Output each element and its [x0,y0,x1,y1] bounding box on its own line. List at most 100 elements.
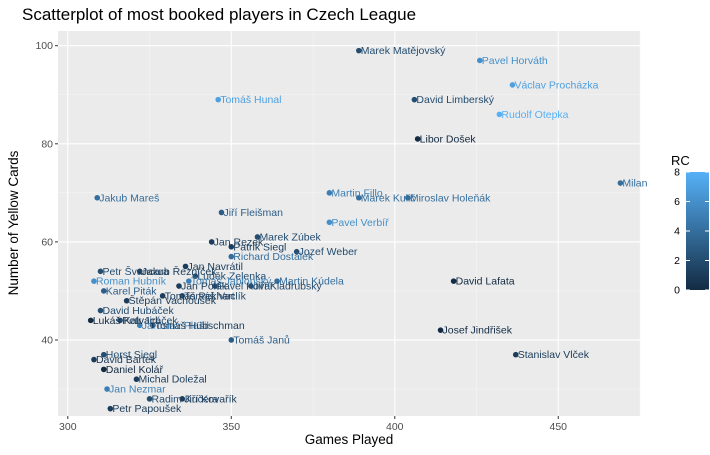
data-point [117,317,123,324]
data-point-label: Marek Kulič [361,192,416,204]
data-point-label: Karel Piták [106,285,158,297]
data-point [192,273,199,280]
data-point [87,317,94,324]
data-point [617,180,624,186]
x-axis-title: Games Played [305,432,394,447]
data-point [248,283,254,289]
data-point [228,337,235,343]
data-point [176,283,182,289]
y-axis-ticks: 40 60 80 100 [35,40,58,346]
data-point-label: Jan Polák [181,281,228,293]
data-point-label: Tomáš Vaclík [184,290,246,302]
data-point-label: Jiří Kovařík [184,393,237,405]
data-point-label: Radim Kučera [152,393,219,405]
data-point-label: Jakub Řezníček [142,265,217,278]
data-point [476,57,483,64]
data-point-label: Jakub Mareš [99,192,159,204]
data-point [254,234,261,240]
data-point [107,405,114,412]
data-point [159,293,166,299]
data-point-label: Štěpán Vachoušek [129,294,217,307]
data-point-label: Miroslav Holeňák [410,192,491,204]
data-point-label: Josef Jindřišek [443,325,513,337]
data-point-label: Tomáš Jablonský [191,276,272,288]
legend-tick-label: 2 [674,255,680,267]
data-point-label: Stanislav Vlček [518,349,590,361]
data-point [356,47,362,54]
data-point [123,297,130,304]
x-tick-label: 450 [549,421,567,433]
x-axis-ticks: 300 350 400 450 [59,416,567,433]
data-point [133,376,140,383]
data-point-label: Martin Kúdela [279,276,344,288]
data-point [91,356,97,363]
data-point [326,219,333,226]
data-point-label: David Bartek [96,354,157,366]
data-point-label: Michal Doležal [138,374,206,386]
data-point-label: Jaroslav Plašil [142,320,209,332]
chart-title: Scatterplot of most booked players in Cz… [22,5,416,24]
legend-tick-label: 4 [674,226,680,238]
data-point-label: Tomáš Hunal [220,94,281,106]
grid-major [58,31,640,416]
data-point [100,351,107,358]
y-tick-label: 80 [41,138,53,150]
data-point [150,322,156,329]
data-point [215,96,222,103]
data-point [356,194,362,201]
data-point-label: Tomáš Janů [233,334,290,346]
data-point [293,248,300,255]
data-point [97,268,104,275]
x-tick-label: 350 [223,421,241,433]
data-point-label: Libor Došek [420,133,477,145]
data-point [97,307,104,314]
data-point-label: Pavel Verbíř [331,217,389,229]
data-point [136,322,143,329]
y-tick-label: 100 [35,40,53,52]
data-point [437,327,444,333]
data-point-label: Jiří Kladrubský [253,281,323,293]
data-point-label: Tomáš Hübschman [155,320,245,332]
data-point [414,136,421,142]
data-point [182,263,189,270]
color-legend: RC 0 2 4 6 8 [671,153,709,297]
data-point [179,293,186,299]
legend-tick-label: 6 [674,196,680,208]
data-point-label: Rudolf Otepka [501,109,568,121]
data-point [100,366,107,373]
data-point-label: Jan Nezmar [109,384,166,396]
data-point [496,111,503,118]
data-point [100,288,107,294]
x-tick-label: 400 [386,421,404,433]
data-point [185,278,192,284]
data-point [411,96,418,103]
data-point-label: Richard Dostálek [233,251,314,263]
data-point-label: Lukáš Kalvach [93,315,161,327]
data-point-label: Milan [622,178,647,190]
data-point [208,239,215,245]
data-point-label: Pavel Kovář [217,281,274,293]
legend-title: RC [671,153,690,168]
data-point [326,190,333,196]
data-point-label: Daniel Kolář [106,364,164,376]
data-points [87,47,624,412]
data-point-label: David Limberský [416,94,494,106]
data-point [228,253,235,260]
legend-tick-label: 0 [674,285,680,297]
data-point-label: Jozef Weber [299,246,358,258]
data-point-label: Martin Fillo [331,187,383,199]
data-point [146,396,153,402]
data-point [104,386,110,392]
grid-minor [58,31,641,416]
data-point-label: David Lafata [456,276,515,288]
data-point [450,278,457,284]
data-point-label: Jan Navrátil [188,261,243,273]
point-labels: Marek Matějovský Pavel Horváth Václav Proc… [93,45,648,415]
data-point [509,82,516,88]
y-axis-title: Number of Yellow Cards [6,150,21,295]
legend-ticks: 0 2 4 6 8 [674,167,709,297]
data-point [212,283,218,289]
data-point-label: Jiří Fleišman [223,207,283,219]
data-point-label: Tomáš Pekhart [165,290,235,302]
